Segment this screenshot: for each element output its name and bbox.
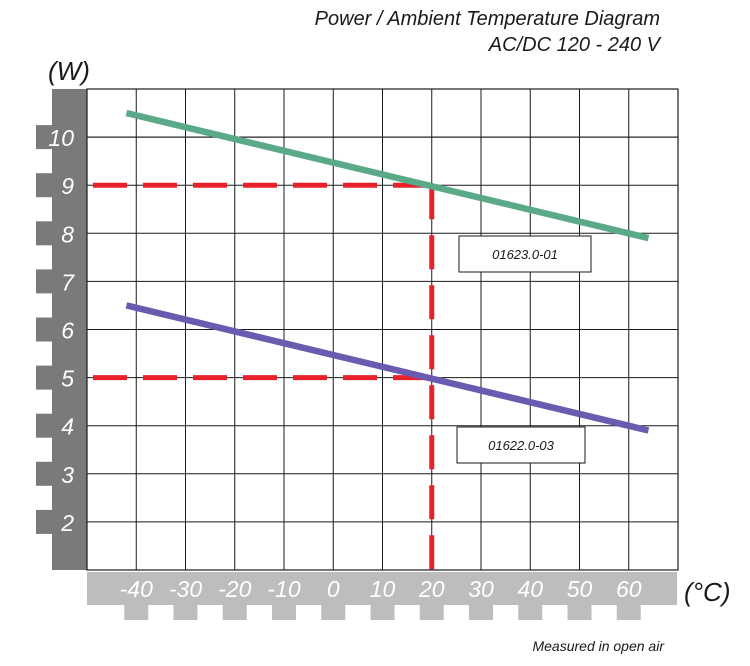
x-axis-unit: (°C) [684, 577, 731, 607]
x-tick-label: 10 [370, 576, 396, 602]
x-axis-tab [222, 605, 247, 620]
y-axis-bar [52, 89, 87, 570]
y-tick-label: 9 [61, 173, 74, 199]
series-label-1: 01622.0-03 [488, 438, 555, 453]
tick-labels: 2 3 4 5 6 7 8 9 10 -40 -30 -20 -10 0 10 20 30 40 50 60 [48, 125, 641, 602]
x-tick-label: 40 [517, 576, 543, 602]
y-tick-label: 10 [48, 125, 74, 151]
series-line-0 [125, 109, 650, 242]
x-axis-tab [469, 605, 493, 620]
y-axis-tab [36, 125, 54, 150]
reference-lines [93, 182, 435, 570]
x-axis-tab [567, 605, 592, 620]
y-tick-label: 4 [61, 414, 74, 440]
grid [86, 88, 679, 571]
chart-title: Power / Ambient Temperature Diagram [314, 8, 660, 30]
x-axis-tab [272, 605, 296, 620]
x-axis-tab [616, 605, 641, 620]
x-tick-label: 20 [418, 576, 445, 602]
chart-subtitle: AC/DC 120 - 240 V [488, 34, 660, 56]
x-axis-bar [87, 572, 677, 605]
x-axis-tab [321, 605, 346, 620]
y-tick-label: 5 [61, 366, 74, 392]
y-tick-label: 8 [61, 221, 74, 247]
x-axis-tab [370, 605, 395, 620]
x-tick-label: -30 [169, 576, 202, 602]
series-labels: 01623.0-01 01622.0-03 [456, 235, 592, 464]
axis-bars [36, 89, 677, 620]
y-tick-label: 2 [60, 510, 74, 536]
y-tick-label: 3 [61, 462, 74, 488]
x-tick-label: 0 [327, 576, 340, 602]
y-tick-label: 7 [61, 269, 75, 295]
y-axis-tab [36, 413, 54, 438]
x-tick-label: 50 [567, 576, 593, 602]
x-tick-label: 30 [468, 576, 494, 602]
y-axis-unit: (W) [48, 56, 90, 86]
y-axis-tab [36, 317, 54, 342]
y-axis-tab [36, 221, 54, 246]
y-axis-tab [36, 365, 54, 390]
x-axis-tab [124, 605, 149, 620]
x-tick-label: -40 [120, 576, 153, 602]
x-tick-label: -10 [267, 576, 300, 602]
footnote: Measured in open air [532, 638, 664, 654]
series-lines [125, 109, 650, 434]
x-axis-tab [518, 605, 543, 620]
y-tick-label: 6 [61, 318, 74, 344]
x-axis-tab [173, 605, 198, 620]
x-axis-tab [419, 605, 444, 620]
y-axis-tab [36, 269, 54, 294]
series-label-box-1 [456, 426, 586, 464]
y-axis-tab [36, 173, 54, 198]
chart-title-block: Power / Ambient Temperature Diagram AC/D… [315, 6, 660, 58]
y-axis-tab [36, 461, 54, 486]
x-tick-label: -20 [218, 576, 251, 602]
series-label-0: 01623.0-01 [492, 247, 558, 262]
series-line-1 [125, 302, 650, 434]
x-tick-label: 60 [616, 576, 642, 602]
series-label-box-0 [458, 235, 592, 273]
y-axis-tab [36, 509, 54, 534]
